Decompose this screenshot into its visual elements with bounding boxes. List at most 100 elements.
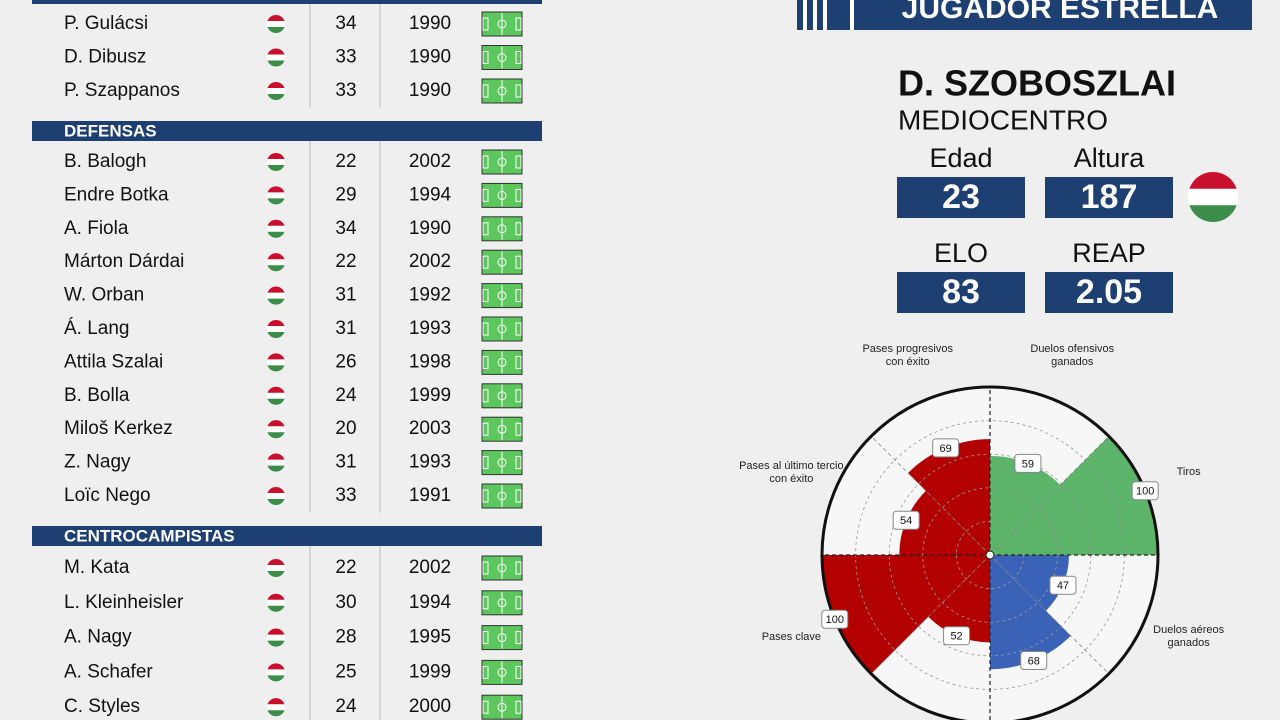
pitch-circle — [497, 667, 507, 677]
player-age: 34 — [335, 13, 357, 34]
player-age: 22 — [335, 557, 356, 578]
flag-icon — [267, 420, 285, 439]
player-year: 1998 — [409, 351, 451, 372]
stat-box — [897, 177, 1025, 218]
section-bar — [32, 0, 542, 4]
flag-green — [267, 675, 285, 682]
player-age: 31 — [335, 318, 356, 339]
pitch-icon — [481, 216, 523, 242]
flag-green — [267, 605, 285, 612]
player-name: A. Schafer — [64, 661, 153, 682]
pitch-circle — [497, 53, 507, 62]
player-name: Loïc Nego — [64, 485, 151, 506]
stat-label: Edad — [929, 143, 992, 173]
pitch-icon — [481, 45, 523, 70]
player-name: B. Balogh — [64, 151, 146, 172]
pitch-box — [515, 155, 522, 169]
pitch-circle — [497, 291, 507, 301]
category-label: Duelos ofensivos ganados — [1030, 343, 1115, 369]
pitch-box — [482, 596, 489, 610]
section-title: CENTROCAMPISTAS — [64, 526, 235, 545]
pitch-box — [515, 188, 522, 202]
flag-icon — [267, 353, 285, 372]
value-box — [1131, 481, 1159, 501]
flag-red — [267, 253, 285, 260]
wedge — [990, 455, 1061, 555]
value-label: 100 — [1136, 486, 1154, 498]
pitch-box — [515, 422, 522, 436]
flag-icon — [267, 558, 285, 578]
flag-green — [267, 94, 285, 101]
player-age: 28 — [335, 627, 356, 648]
flag-red — [267, 152, 285, 159]
flag-icon — [267, 81, 285, 101]
stat-label: Altura — [1074, 143, 1146, 173]
player-age: 22 — [335, 251, 356, 272]
player-age: 33 — [335, 47, 356, 68]
pitch-circle — [497, 633, 507, 643]
pitch-box — [482, 700, 489, 714]
flag-icon — [267, 186, 285, 205]
pitch-box — [482, 422, 489, 436]
player-name: Z. Nagy — [64, 452, 131, 473]
stat-label: REAP — [1072, 238, 1146, 268]
player-year: 1990 — [409, 13, 451, 34]
player-name: Á. Lang — [64, 318, 130, 339]
flag-green — [267, 60, 285, 67]
value-label: 54 — [900, 515, 912, 527]
player-name: L. Kleinheisler — [64, 592, 184, 613]
value-label: 69 — [940, 443, 952, 455]
flag-large — [1188, 171, 1238, 223]
pitch-box — [515, 389, 522, 403]
flag-green — [267, 165, 285, 172]
pitch-box — [482, 255, 489, 269]
player-year: 1993 — [409, 318, 451, 339]
pitch-box — [515, 489, 522, 503]
stripe — [813, 0, 817, 30]
pitch-icon — [481, 625, 523, 651]
player-name: M. Kata — [64, 557, 130, 578]
player-year: 2002 — [409, 557, 451, 578]
value-box — [932, 438, 960, 458]
category-label: Pases al último tercio con éxito — [739, 459, 844, 485]
header-bar — [797, 0, 1252, 30]
player-age: 30 — [335, 592, 356, 613]
pitch-box — [515, 17, 522, 31]
pitch-circle — [497, 598, 507, 608]
stripe — [850, 0, 854, 30]
player-year: 2000 — [409, 696, 451, 717]
grid-circle — [922, 487, 1058, 623]
player-name: W. Orban — [64, 285, 144, 306]
player-year: 1995 — [409, 627, 451, 648]
stat-value: 83 — [942, 273, 980, 311]
player-year: 2002 — [409, 151, 451, 172]
pitch-box — [515, 561, 522, 575]
flag-icon — [267, 319, 285, 339]
pitch-icon — [481, 416, 523, 442]
value-label: 59 — [1022, 458, 1034, 470]
wedge — [990, 555, 1069, 611]
player-year: 1990 — [409, 47, 451, 68]
pitch-circle — [497, 190, 507, 200]
flag-icon — [267, 48, 285, 67]
pitch-circle — [497, 458, 507, 468]
pitch-icon — [481, 694, 523, 720]
pitch-icon — [481, 182, 523, 208]
flag-green — [267, 465, 285, 472]
flag-red — [267, 628, 285, 635]
pitch-circle — [497, 19, 507, 29]
value-box — [1020, 651, 1048, 671]
pitch-circle — [497, 702, 507, 712]
pitch-box — [515, 289, 522, 303]
flag-green — [267, 332, 285, 339]
player-age: 20 — [335, 418, 356, 439]
pitch-box — [482, 456, 489, 470]
flag-green — [267, 432, 285, 439]
stat-box — [897, 272, 1025, 313]
section-bar — [32, 121, 542, 141]
player-name: P. Szappanos — [64, 80, 180, 101]
player-name: C. Styles — [64, 696, 140, 717]
pitch-box — [482, 355, 489, 369]
player-name: Márton Dárdai — [64, 251, 184, 272]
